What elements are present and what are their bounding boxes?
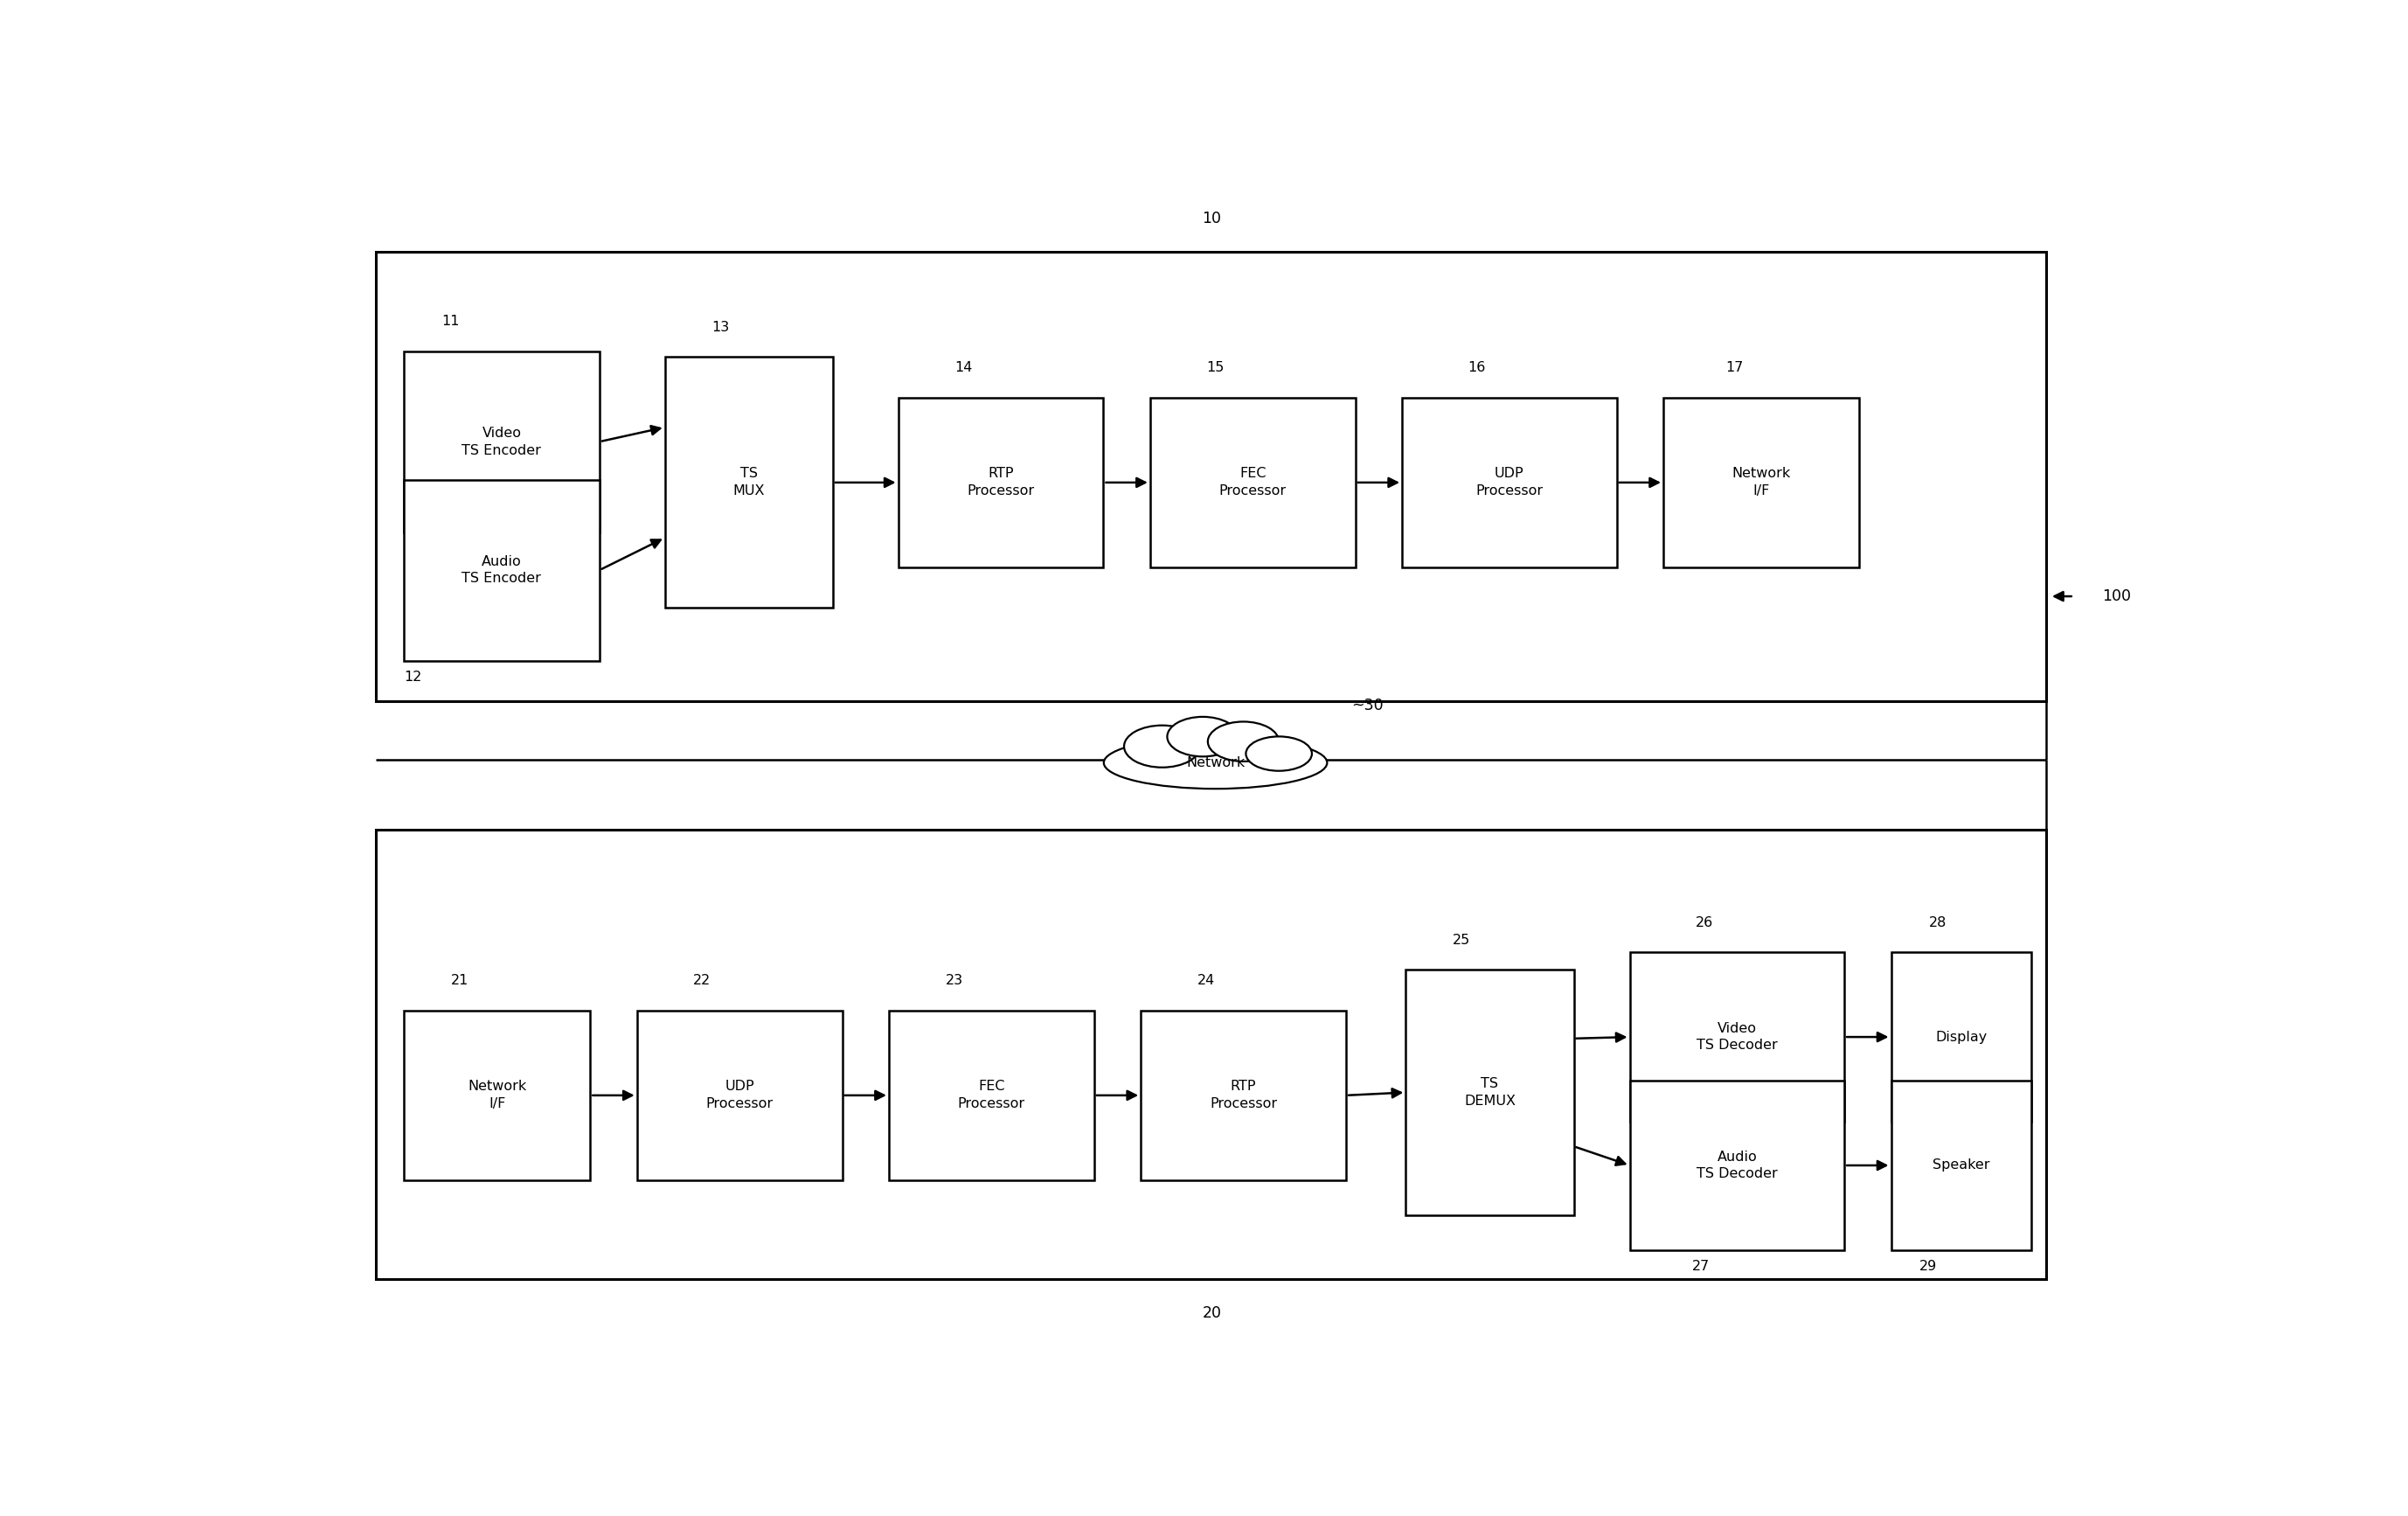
Text: UDP
Processor: UDP Processor [1476, 467, 1544, 497]
Text: 16: 16 [1469, 361, 1486, 374]
Text: UDP
Processor: UDP Processor [706, 1079, 773, 1111]
Text: 14: 14 [954, 361, 973, 374]
Text: Audio
TS Decoder: Audio TS Decoder [1698, 1151, 1777, 1181]
Text: RTP
Processor: RTP Processor [1209, 1079, 1276, 1111]
Text: 20: 20 [1202, 1305, 1221, 1322]
FancyBboxPatch shape [405, 479, 600, 661]
Text: FEC
Processor: FEC Processor [1218, 467, 1286, 497]
FancyBboxPatch shape [889, 1011, 1093, 1179]
Text: 15: 15 [1206, 361, 1223, 374]
FancyBboxPatch shape [1890, 952, 2030, 1122]
Text: 24: 24 [1197, 975, 1216, 987]
Text: 25: 25 [1452, 934, 1471, 946]
Text: ~30: ~30 [1351, 697, 1385, 713]
FancyBboxPatch shape [405, 352, 600, 532]
Text: 29: 29 [1919, 1260, 1936, 1273]
Text: FEC
Processor: FEC Processor [958, 1079, 1026, 1111]
Text: Audio
TS Encoder: Audio TS Encoder [462, 555, 542, 585]
Text: 10: 10 [1202, 211, 1221, 227]
Text: TS
DEMUX: TS DEMUX [1464, 1078, 1515, 1108]
Text: Speaker: Speaker [1931, 1158, 1989, 1172]
FancyBboxPatch shape [405, 1011, 590, 1179]
Text: 100: 100 [2102, 588, 2131, 605]
Text: Network: Network [1187, 756, 1245, 769]
FancyBboxPatch shape [1664, 397, 1859, 567]
FancyBboxPatch shape [1630, 1081, 1845, 1251]
FancyBboxPatch shape [1630, 952, 1845, 1122]
Text: Video
TS Decoder: Video TS Decoder [1698, 1022, 1777, 1052]
Text: 21: 21 [450, 975, 470, 987]
Ellipse shape [1103, 737, 1327, 788]
Text: TS
MUX: TS MUX [732, 467, 766, 497]
Text: 12: 12 [405, 670, 421, 684]
FancyBboxPatch shape [376, 252, 2047, 702]
Ellipse shape [1168, 717, 1238, 756]
Text: 27: 27 [1693, 1260, 1710, 1273]
FancyBboxPatch shape [1401, 397, 1616, 567]
FancyBboxPatch shape [1890, 1081, 2030, 1251]
Ellipse shape [1209, 722, 1279, 761]
Text: 17: 17 [1727, 361, 1743, 374]
FancyBboxPatch shape [636, 1011, 843, 1179]
FancyBboxPatch shape [376, 829, 2047, 1280]
Text: Network
I/F: Network I/F [467, 1079, 527, 1111]
Text: Network
I/F: Network I/F [1731, 467, 1792, 497]
Text: 11: 11 [441, 315, 460, 327]
Text: Display: Display [1936, 1031, 1987, 1043]
Text: 23: 23 [946, 975, 963, 987]
Ellipse shape [1125, 725, 1199, 767]
Text: 26: 26 [1695, 916, 1712, 929]
Text: Video
TS Encoder: Video TS Encoder [462, 426, 542, 456]
Text: 13: 13 [713, 320, 730, 334]
Text: 28: 28 [1929, 916, 1946, 929]
FancyBboxPatch shape [1151, 397, 1356, 567]
FancyBboxPatch shape [1141, 1011, 1346, 1179]
Text: RTP
Processor: RTP Processor [968, 467, 1035, 497]
Text: 22: 22 [694, 975, 710, 987]
FancyBboxPatch shape [665, 356, 833, 608]
FancyBboxPatch shape [898, 397, 1103, 567]
FancyBboxPatch shape [1406, 970, 1575, 1214]
Ellipse shape [1245, 737, 1312, 770]
